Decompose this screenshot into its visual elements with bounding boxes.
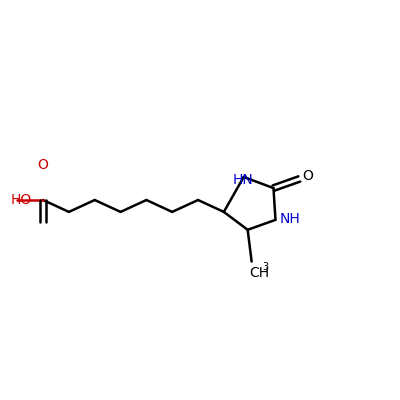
Text: O: O — [38, 158, 48, 172]
Text: NH: NH — [280, 212, 300, 226]
Text: O: O — [302, 169, 313, 183]
Text: CH: CH — [250, 266, 270, 280]
Text: HN: HN — [232, 173, 253, 187]
Text: 3: 3 — [263, 262, 269, 272]
Text: HO: HO — [10, 193, 31, 207]
